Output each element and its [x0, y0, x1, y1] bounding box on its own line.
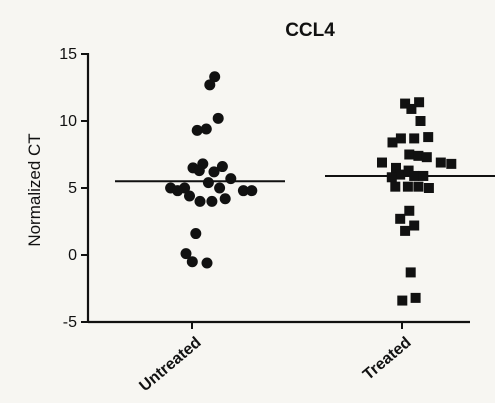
data-point-circle — [180, 248, 192, 260]
data-point-square — [415, 116, 426, 126]
data-point-circle — [208, 166, 220, 178]
data-point-square — [404, 149, 415, 160]
data-point-circle — [202, 177, 214, 189]
y-ticks: -5 0 5 10 15 — [59, 46, 88, 331]
data-point-circle — [191, 124, 203, 136]
data-point-square — [402, 181, 413, 192]
data-point-square — [395, 133, 406, 144]
data-point-square — [413, 150, 424, 161]
data-point-square — [409, 133, 420, 144]
data-point-circle — [200, 123, 212, 135]
data-point-circle — [225, 173, 237, 185]
data-point-circle — [193, 165, 205, 177]
data-point-square — [404, 205, 415, 216]
data-point-square — [400, 225, 411, 236]
data-point-square — [435, 157, 446, 168]
data-point-circle — [184, 190, 195, 202]
y-tick-label: -5 — [63, 314, 77, 331]
data-point-circle — [204, 79, 216, 91]
data-point-circle — [206, 195, 218, 207]
y-tick-label: 0 — [68, 247, 77, 264]
data-point-square — [446, 158, 457, 169]
x-tick-label: Treated — [360, 334, 415, 384]
data-point-circle — [209, 71, 221, 83]
data-point-circle — [172, 185, 184, 197]
data-point-square — [418, 170, 429, 181]
y-axis-label: Normalized CT — [25, 133, 44, 246]
chart-title: CCL4 — [285, 20, 335, 41]
data-point-square — [423, 183, 434, 193]
data-point-circle — [219, 193, 231, 205]
data-point-square — [421, 152, 432, 163]
data-point-circle — [246, 185, 258, 197]
data-point-square — [406, 103, 417, 114]
data-point-square — [423, 132, 434, 143]
median-lines — [115, 174, 495, 183]
data-point-square — [377, 157, 387, 168]
data-point-square — [410, 292, 421, 303]
data-point-square — [409, 170, 420, 181]
data-point-square — [405, 267, 416, 278]
x-tick-label: Untreated — [136, 334, 204, 395]
data-point-square — [409, 220, 420, 231]
data-point-circle — [194, 195, 206, 207]
data-point-circle — [201, 257, 213, 269]
y-tick-label: 5 — [68, 180, 77, 197]
data-point-square — [387, 137, 398, 148]
data-point-square — [400, 98, 411, 109]
data-point-circle — [214, 182, 226, 194]
y-tick-label: 10 — [59, 113, 77, 130]
data-point-square — [390, 181, 401, 192]
data-point-circle — [190, 228, 202, 240]
data-point-square — [403, 165, 414, 176]
data-point-circle — [186, 256, 198, 268]
data-points — [165, 71, 457, 306]
x-ticks: Untreated Treated — [136, 322, 415, 395]
data-point-square — [391, 162, 401, 173]
data-point-circle — [237, 185, 249, 197]
data-point-square — [395, 169, 406, 180]
data-point-square — [386, 172, 397, 183]
y-tick-label: 15 — [59, 46, 77, 63]
data-point-circle — [216, 161, 228, 173]
data-point-square — [395, 213, 406, 224]
data-point-circle — [212, 112, 224, 124]
data-point-square — [397, 295, 408, 306]
data-point-square — [414, 97, 425, 108]
data-point-square — [413, 181, 424, 192]
